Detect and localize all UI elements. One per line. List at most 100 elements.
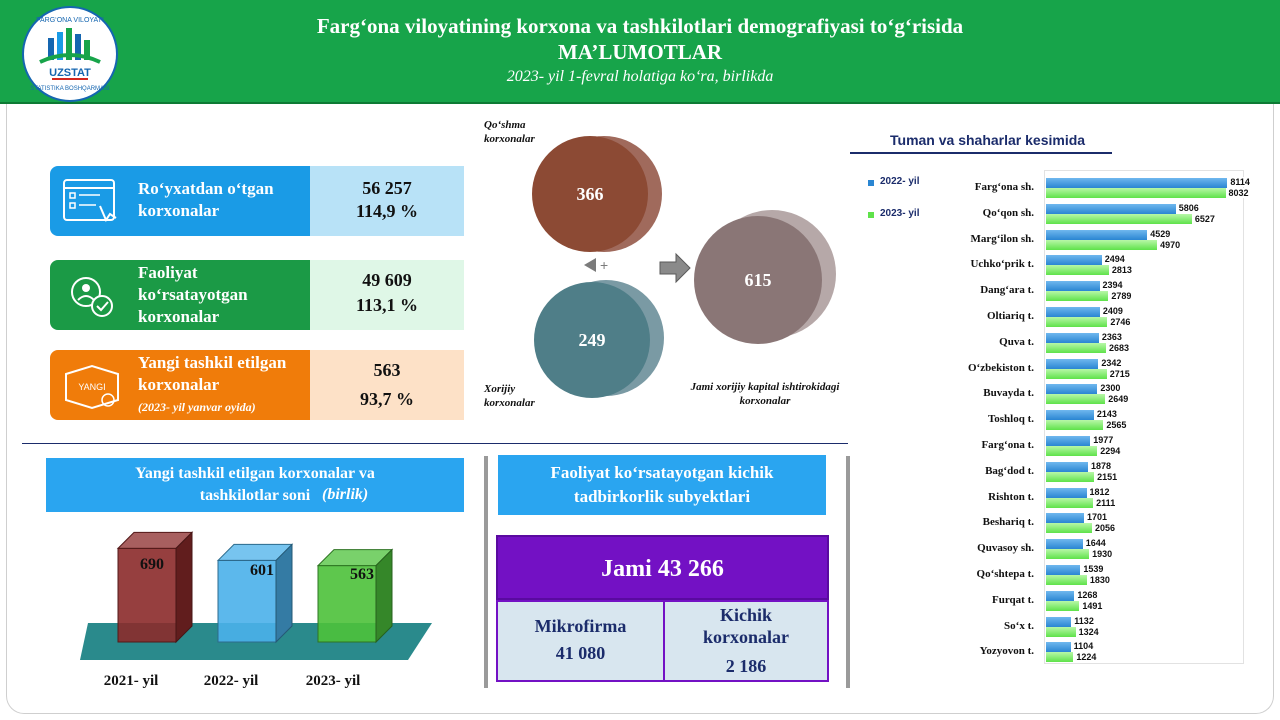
bar-2022 xyxy=(1046,642,1071,653)
kpi-registered-values: 56 257 114,9 % xyxy=(310,166,464,236)
logo-brand: UZSTAT xyxy=(49,67,91,79)
value-label-2022: 1701 xyxy=(1086,512,1109,523)
value-label-2023: 2813 xyxy=(1110,265,1133,276)
foreign-value: 249 xyxy=(578,329,606,350)
bar-2022 xyxy=(1046,616,1072,627)
value-label-2023: 1224 xyxy=(1075,652,1098,663)
value-label-2022: 2409 xyxy=(1101,306,1124,316)
districts-title-underline xyxy=(850,152,1112,154)
value-label-2023: 2715 xyxy=(1108,368,1131,379)
bar-2023 xyxy=(1046,523,1092,534)
page-title: Farg‘ona viloyatining korxona va tashkil… xyxy=(316,14,964,38)
bar-2022 xyxy=(1046,461,1088,472)
bar-2023 xyxy=(1046,446,1098,456)
value-label-2023: 2746 xyxy=(1109,317,1132,327)
vertical-separator-right xyxy=(846,456,850,688)
bar-2023 xyxy=(1046,497,1094,508)
value-label-2023: 2649 xyxy=(1107,394,1130,405)
small-business-total: Jami 43 266 xyxy=(496,535,829,600)
bar-2023 xyxy=(1046,575,1087,585)
small-enterprise-label: Kichik korxonalar xyxy=(702,605,789,647)
district-label: Buvayda t. xyxy=(983,387,1034,400)
new-orgs-title-box: Yangi tashkil etilgan korxonalar va tash… xyxy=(46,458,464,512)
bar-2023 xyxy=(1046,471,1095,482)
header: FARG‘ONA VILOYATI UZSTAT STATISTIKA BOSH… xyxy=(0,0,1280,104)
year-label-2022: 2022- yil xyxy=(203,673,259,689)
bar-2022 xyxy=(1046,590,1075,601)
district-label: Oltiariq t. xyxy=(986,310,1034,322)
uzstat-logo: FARG‘ONA VILOYATI UZSTAT STATISTIKA BOSH… xyxy=(22,6,118,102)
value-label-2023: 2789 xyxy=(1110,291,1133,302)
arrow-right-icon xyxy=(659,252,691,284)
bar-2022 xyxy=(1046,229,1148,240)
bar-2022yil xyxy=(216,543,294,644)
value-label-2023: 1930 xyxy=(1091,549,1114,560)
district-label: Beshariq t. xyxy=(982,516,1034,529)
bar-2022 xyxy=(1046,539,1083,550)
bar-2022 xyxy=(1046,255,1102,266)
year-label-2023: 2023- yil xyxy=(305,673,361,689)
bar-2023 xyxy=(1046,368,1107,379)
small-enterprise-value: 2 186 xyxy=(725,656,767,676)
value-label-2023: 8032 xyxy=(1227,188,1250,198)
district-label: Quva t. xyxy=(999,335,1034,348)
kpi-new-percent: 93,7 % xyxy=(360,389,414,409)
new-orgs-unit: (birlik) xyxy=(322,486,369,503)
value-label-2022: 2300 xyxy=(1099,383,1122,394)
district-label: Yozyovon t. xyxy=(979,645,1034,658)
bar-2022 xyxy=(1046,281,1100,292)
bar-2023yil xyxy=(316,548,394,644)
bar-value-2022: 601 xyxy=(250,562,274,579)
bar-2023 xyxy=(1046,342,1106,353)
foreign-circle: 249 xyxy=(534,282,650,398)
district-label: Marg‘ilon sh. xyxy=(970,232,1034,245)
bar-2023 xyxy=(1046,213,1192,224)
joint-venture-label: Qo‘shma korxonalar xyxy=(484,119,535,145)
micro-firm-value: 41 080 xyxy=(555,643,606,663)
bar-2022 xyxy=(1046,332,1099,343)
bar-2022 xyxy=(1046,410,1094,421)
bar-2023 xyxy=(1046,420,1104,431)
legend-2023-label: 2023- yil xyxy=(880,208,920,219)
new-box-icon-text: YANGI xyxy=(78,382,105,392)
content-frame xyxy=(6,104,1274,714)
kpi-new-values: 563 93,7 % xyxy=(310,350,464,420)
logo-bottom-text: STATISTIKA BOSHQARMASI xyxy=(30,86,110,92)
legend-2022-swatch xyxy=(868,180,874,186)
micro-firm-cell: Mikrofirma 41 080 xyxy=(496,600,665,682)
bar-value-2023: 563 xyxy=(350,566,374,583)
total-foreign-label: Jami xorijiy kapital ishtirokidagi korxo… xyxy=(690,381,840,407)
kpi-active-label: Faoliyat ko‘rsatayotgan korxonalar xyxy=(138,263,248,326)
legend-2023-swatch xyxy=(868,212,874,218)
value-label-2023: 4970 xyxy=(1159,239,1182,250)
foreign-label: Xorijiy korxonalar xyxy=(484,383,535,409)
value-label-2022: 1104 xyxy=(1072,641,1095,652)
new-orgs-chart xyxy=(80,531,432,660)
value-label-2023: 2056 xyxy=(1093,523,1116,534)
bar-2021yil xyxy=(116,531,194,644)
district-label: Farg‘ona sh. xyxy=(974,181,1034,193)
value-label-2023: 1324 xyxy=(1077,626,1100,637)
value-label-2023: 2565 xyxy=(1105,420,1128,431)
total-foreign-value: 615 xyxy=(744,269,772,290)
district-label: Rishton t. xyxy=(988,490,1034,503)
logo-top-text: FARG‘ONA VILOYATI xyxy=(36,17,104,24)
bar-2023 xyxy=(1046,549,1090,560)
value-label-2022: 8114 xyxy=(1229,177,1251,187)
kpi-registered-label: Ro‘yxatdan o‘tgan korxonalar xyxy=(138,179,274,220)
bar-2023 xyxy=(1046,317,1108,327)
kpi-active-label-box: Faoliyat ko‘rsatayotgan korxonalar xyxy=(50,260,310,330)
value-label-2022: 2342 xyxy=(1100,357,1123,368)
year-label-2021: 2021- yil xyxy=(103,673,159,689)
logo-graphic: FARG‘ONA VILOYATI UZSTAT STATISTIKA BOSH… xyxy=(26,10,114,98)
bar-2022 xyxy=(1046,436,1091,446)
value-label-2023: 2151 xyxy=(1096,471,1119,482)
district-label: O‘zbekiston t. xyxy=(968,361,1034,374)
value-label-2023: 2294 xyxy=(1099,446,1122,456)
kpi-new-value: 563 xyxy=(373,360,401,380)
value-label-2023: 1491 xyxy=(1081,600,1104,611)
bar-2022 xyxy=(1046,487,1087,498)
joint-venture-circle: 366 xyxy=(532,136,648,252)
kpi-new-label: Yangi tashkil etilgan korxonalar xyxy=(138,353,287,394)
small-business-title: Faoliyat ko‘rsatayotgan kichik tadbirkor… xyxy=(498,455,826,515)
